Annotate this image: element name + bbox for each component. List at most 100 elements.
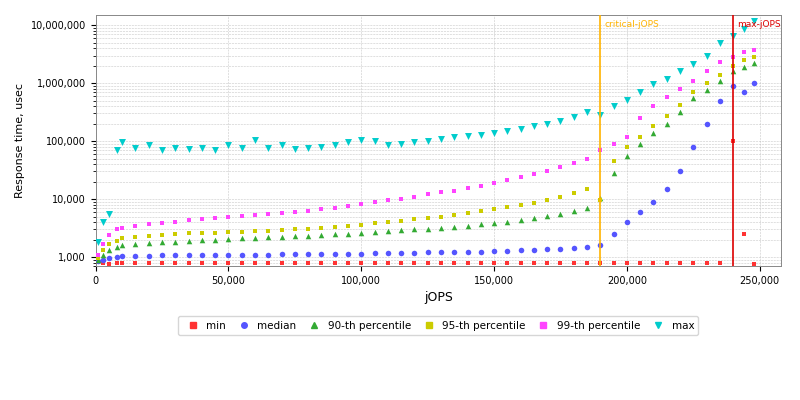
Point xyxy=(315,206,328,212)
Point xyxy=(342,223,354,229)
Point xyxy=(748,54,761,60)
Point xyxy=(514,260,527,266)
Point xyxy=(355,222,368,228)
Point xyxy=(222,236,234,242)
Point xyxy=(249,212,262,218)
Point xyxy=(674,168,686,175)
Point xyxy=(527,247,540,253)
Point xyxy=(647,198,660,205)
Point xyxy=(382,142,394,148)
Point xyxy=(554,118,567,124)
Point xyxy=(647,130,660,136)
Point xyxy=(727,68,740,74)
Point xyxy=(302,145,314,152)
Point xyxy=(738,64,750,70)
Point xyxy=(541,120,554,127)
Point xyxy=(594,147,606,153)
Point xyxy=(527,123,540,130)
Point xyxy=(394,195,407,202)
Point xyxy=(102,261,115,267)
Point xyxy=(315,251,328,257)
Point xyxy=(102,240,115,247)
Point xyxy=(567,208,580,214)
Point xyxy=(660,94,673,100)
Point xyxy=(541,246,554,253)
Point xyxy=(368,250,381,256)
Point xyxy=(474,208,487,214)
X-axis label: jOPS: jOPS xyxy=(424,291,453,304)
Point xyxy=(275,227,288,234)
Point xyxy=(461,260,474,266)
Point xyxy=(581,109,594,115)
Point xyxy=(92,258,105,264)
Point xyxy=(554,246,567,252)
Point xyxy=(621,133,634,140)
Point xyxy=(92,239,105,246)
Point xyxy=(262,234,274,240)
Point xyxy=(634,260,646,266)
Point xyxy=(222,229,234,235)
Point xyxy=(748,261,761,268)
Point xyxy=(700,260,713,266)
Point xyxy=(394,260,407,266)
Text: max-jOPS: max-jOPS xyxy=(737,20,781,29)
Point xyxy=(394,218,407,224)
Point xyxy=(110,226,123,232)
Point xyxy=(474,182,487,189)
Point xyxy=(368,229,381,235)
Point xyxy=(275,210,288,216)
Point xyxy=(448,224,461,230)
Point xyxy=(422,138,434,144)
Point xyxy=(249,228,262,234)
Point xyxy=(634,133,646,140)
Point xyxy=(209,252,222,258)
Point xyxy=(434,136,447,142)
Point xyxy=(209,229,222,236)
Point xyxy=(92,255,105,262)
Point xyxy=(355,230,368,236)
Point xyxy=(607,140,620,147)
Point xyxy=(328,251,341,257)
Point xyxy=(328,260,341,266)
Point xyxy=(554,210,567,217)
Point xyxy=(634,140,646,147)
Point xyxy=(368,138,381,144)
Point xyxy=(275,234,288,240)
Point xyxy=(195,144,208,151)
Point xyxy=(275,260,288,266)
Point xyxy=(408,216,421,223)
Point xyxy=(594,260,606,266)
Point xyxy=(461,249,474,255)
Point xyxy=(607,158,620,164)
Point xyxy=(647,260,660,266)
Point xyxy=(714,59,726,65)
Point xyxy=(527,199,540,206)
Point xyxy=(567,260,580,266)
Point xyxy=(110,253,123,260)
Point xyxy=(738,57,750,63)
Point xyxy=(647,123,660,130)
Point xyxy=(289,146,302,152)
Point xyxy=(554,194,567,200)
Point xyxy=(567,114,580,120)
Point xyxy=(382,197,394,204)
Text: critical-jOPS: critical-jOPS xyxy=(604,20,659,29)
Point xyxy=(738,89,750,95)
Point xyxy=(102,254,115,261)
Point xyxy=(527,171,540,177)
Point xyxy=(116,242,129,248)
Point xyxy=(687,61,700,68)
Point xyxy=(116,224,129,231)
Point xyxy=(594,195,606,201)
Point xyxy=(315,144,328,150)
Point xyxy=(195,216,208,222)
Point xyxy=(355,250,368,257)
Point xyxy=(488,206,501,212)
Point xyxy=(607,170,620,176)
Point xyxy=(289,260,302,266)
Point xyxy=(155,232,168,238)
Point xyxy=(110,244,123,250)
Point xyxy=(448,249,461,255)
Point xyxy=(634,115,646,121)
Point xyxy=(634,209,646,215)
